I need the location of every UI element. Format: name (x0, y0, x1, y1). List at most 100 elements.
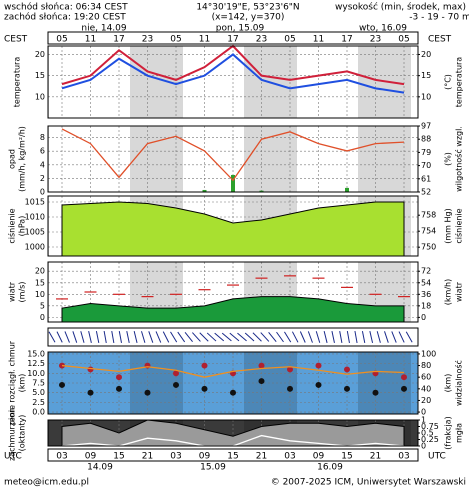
y-label: (hPa) (18, 216, 27, 237)
y2-tick-label: 0.25 (421, 435, 439, 444)
wind-arrow (118, 331, 122, 343)
wind-arrow (346, 331, 350, 343)
wind-arrow (64, 331, 70, 343)
y2-label: wiatr (455, 281, 464, 302)
line (61, 364, 405, 378)
panel-frame (47, 45, 419, 119)
y-label: pion. rozciągł. chmur (8, 340, 17, 425)
panel-frame (47, 261, 419, 323)
y2-tick-label: 36 (421, 290, 431, 299)
area (61, 296, 405, 323)
wind-arrow (148, 331, 154, 343)
bar (259, 190, 264, 192)
wind-arrow (307, 331, 313, 343)
bottom-hour: 15 (113, 452, 124, 462)
bottom-hour: 21 (142, 452, 153, 462)
y-tick-label: 20 (35, 267, 45, 276)
bottom-hour: 15 (227, 452, 238, 462)
panel-frame (47, 419, 419, 447)
area (61, 419, 405, 447)
cloud-dot (372, 389, 379, 396)
bottom-zone-right: UTC (428, 452, 446, 462)
bottom-hour: 09 (313, 452, 325, 462)
top-hour: 17 (113, 35, 124, 45)
y-tick-label: 1000 (25, 243, 45, 252)
y-tick-label: 2 (40, 174, 45, 183)
footer-email: meteo@icm.edu.pl (4, 478, 89, 488)
wind-arrow (48, 331, 56, 343)
y2-label: wilgotność wzgl. (454, 126, 464, 192)
bottom-hour: 21 (370, 452, 381, 462)
bottom-hour: 03 (56, 452, 67, 462)
cloud-dot (144, 389, 151, 396)
cloud-dot (87, 366, 94, 373)
y2-label: (frakcja) (444, 416, 453, 449)
wind-arrow (244, 332, 255, 342)
footer-copyright: © 2007-2025 ICM, Uniwersytet Warszawski (271, 478, 466, 488)
cloud-dot (401, 374, 407, 381)
y2-tick-label: 750 (421, 243, 436, 252)
y2-tick-label: 79 (421, 148, 431, 157)
bottom-zone: UTC (4, 452, 22, 462)
y2-tick-label: 0 (421, 442, 426, 451)
y2-tick-label: 754 (421, 227, 436, 236)
y-label: temperatura (13, 57, 22, 108)
line (61, 128, 405, 182)
wind-arrow (299, 331, 306, 343)
y2-tick-label: 80 (421, 361, 431, 370)
wind-arrow (133, 331, 138, 343)
y-tick-label: 2.5 (32, 398, 45, 407)
y-tick-label: 10 (35, 290, 45, 299)
y2-tick-label: 758 (421, 211, 436, 220)
y2-tick-label: 52 (421, 188, 431, 197)
wind-arrow (103, 331, 107, 343)
cloud-dot (116, 385, 122, 392)
date-label: 15.09 (200, 463, 226, 473)
sunset: zachód słońca: 19:20 CEST (4, 12, 126, 23)
top-hour: 11 (85, 35, 96, 45)
y-tick-label: 12.5 (27, 359, 45, 368)
cloud-dot (401, 385, 407, 392)
y2-tick-label: 15 (421, 71, 431, 80)
y2-label: ciśnienie (454, 208, 464, 243)
day-label: wto, 16.09 (359, 24, 407, 34)
y-tick-label: 8 (40, 133, 45, 142)
wind-arrow (72, 331, 78, 343)
y-tick-label: 15.0 (27, 349, 45, 358)
y-tick-label: 1015 (25, 198, 45, 207)
bottom-hour: 21 (256, 452, 267, 462)
wind-arrow (405, 331, 413, 343)
wind-arrow (111, 331, 115, 343)
y-label: (mm/h, kg/m²/h) (18, 126, 27, 192)
y2-tick-label: 100 (421, 349, 436, 358)
wind-arrow (155, 331, 162, 343)
wind-arrow (331, 331, 335, 343)
y-tick-label: 6 (40, 147, 45, 156)
bottom-hour: 03 (398, 452, 409, 462)
top-hour: 23 (142, 35, 153, 45)
y2-tick-label: 20 (421, 396, 431, 405)
wind-arrow (276, 331, 284, 343)
y2-tick-label: 0 (421, 313, 426, 322)
date-label: 14.09 (87, 463, 113, 473)
y-tick-label: 7.5 (32, 379, 45, 388)
wind-arrow (126, 331, 130, 343)
wind-arrow (88, 331, 92, 343)
y-tick-label: 10.0 (27, 369, 45, 378)
wind-arrow (199, 332, 209, 342)
top-zone: CEST (4, 35, 28, 45)
wind-arrow (206, 332, 217, 342)
bar (231, 174, 235, 192)
y2-tick-label: 0.75 (421, 422, 439, 431)
top-hour: 23 (256, 35, 267, 45)
cloud-dot (344, 366, 350, 373)
y-label: (km) (18, 374, 27, 393)
wind-arrow (361, 331, 366, 343)
y2-tick-label: 0.5 (421, 429, 434, 438)
y2-tick-label: 54 (421, 278, 431, 287)
cloud-dot (201, 362, 208, 369)
y2-label: (km/h) (444, 279, 453, 305)
bottom-hour: 03 (284, 452, 295, 462)
y-tick-label: 0.0 (32, 408, 45, 417)
